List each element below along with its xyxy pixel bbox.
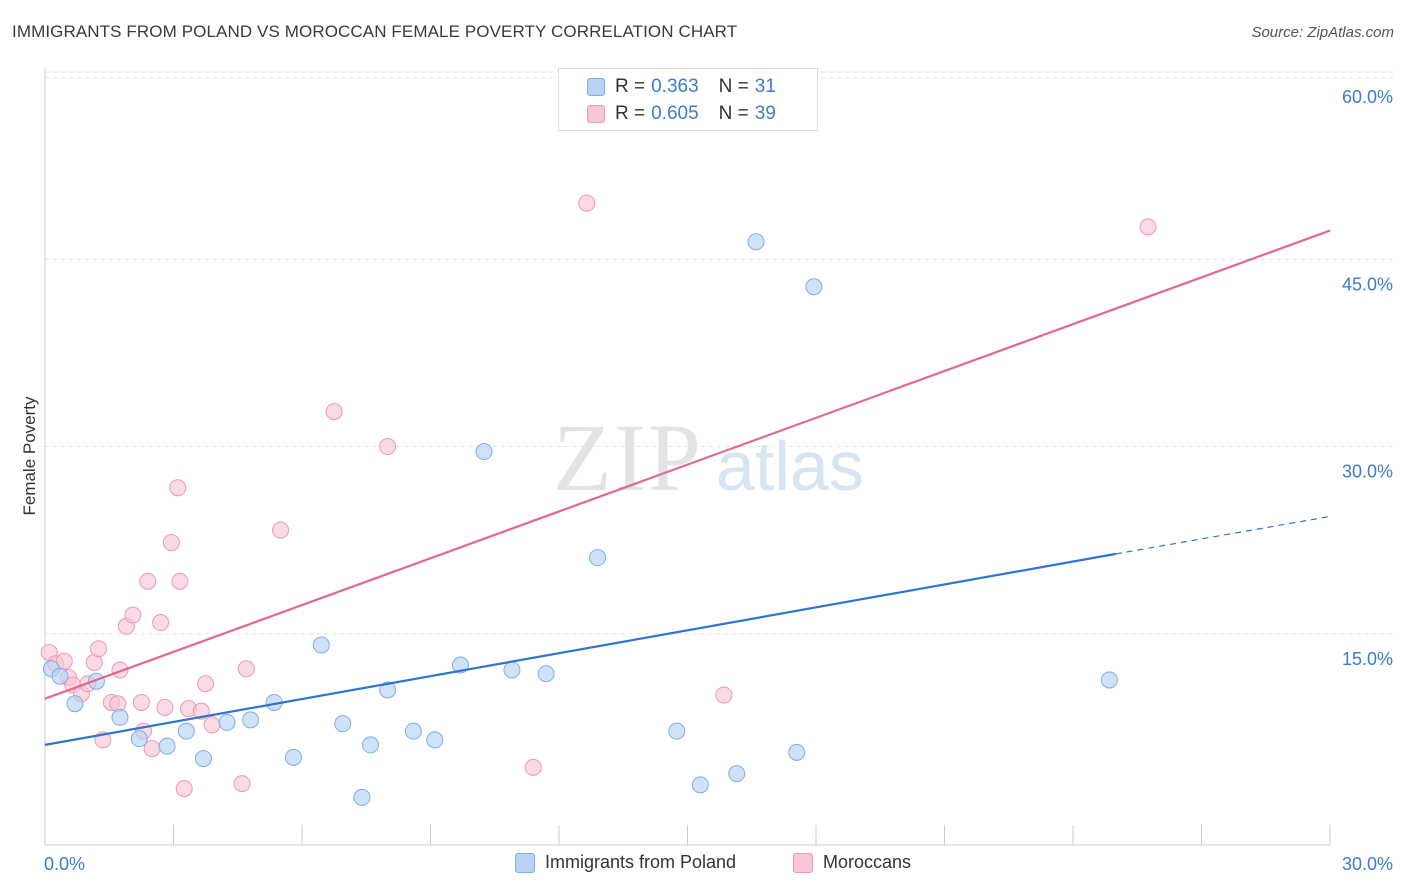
moroccans-point (237, 660, 255, 678)
poland-point (242, 711, 260, 729)
moroccans-point (715, 686, 733, 704)
poland-point (503, 661, 521, 679)
bottom-legend-moroccans: Moroccans (793, 852, 911, 873)
y-tick-label: 45.0% (1342, 274, 1393, 294)
moroccans-point (156, 698, 174, 716)
tick-labels: 15.0% 30.0% 45.0% 60.0% 0.0% 30.0% (44, 87, 1393, 874)
poland-point (426, 731, 444, 749)
poland-point (362, 736, 380, 754)
moroccans-point (1139, 218, 1157, 236)
moroccans-swatch (587, 105, 605, 123)
moroccans-point (175, 780, 193, 798)
axes (44, 68, 1331, 846)
r-label: R = (615, 103, 646, 124)
poland-point (218, 713, 236, 731)
poland-point (475, 443, 493, 461)
moroccans-point (325, 403, 343, 421)
moroccans-point (162, 534, 180, 552)
n-label: N = (718, 103, 749, 124)
poland-label: Immigrants from Poland (545, 852, 737, 872)
moroccans-swatch (793, 852, 813, 873)
y-tick-label: 30.0% (1342, 462, 1393, 482)
poland-point (158, 737, 176, 755)
n-value: 39 (754, 103, 776, 124)
legend-row-moroccans: R = 0.605 N = 39 (587, 102, 776, 126)
r-label: R = (615, 76, 646, 97)
y-axis-label: Female Poverty (20, 396, 39, 516)
poland-swatch (515, 852, 535, 873)
moroccans-point (379, 438, 397, 456)
poland-point (404, 722, 422, 740)
poland-trend-extension (1115, 515, 1331, 555)
watermark-zip: ZIP (553, 404, 703, 511)
poland-point (691, 776, 709, 794)
poland-point (728, 765, 746, 783)
n-label: N = (718, 76, 749, 97)
moroccans-point (124, 606, 142, 624)
poland-point (66, 695, 84, 713)
poland-point (1100, 671, 1118, 689)
moroccans-point (171, 572, 189, 590)
poland-point (111, 708, 129, 726)
moroccans-point (152, 614, 170, 632)
moroccans-point (524, 758, 542, 776)
r-value: 0.605 (651, 103, 699, 124)
poland-point (194, 750, 212, 768)
poland-point (334, 715, 352, 733)
moroccans-point (578, 194, 596, 212)
poland-point (312, 636, 330, 654)
stats-legend: R = 0.363 N = 31 R = 0.605 N = 39 (558, 68, 818, 131)
poland-points (42, 233, 1118, 806)
poland-point (87, 672, 105, 690)
poland-point (51, 667, 69, 685)
x-tick-label: 0.0% (44, 854, 85, 874)
moroccans-trend-line (44, 229, 1331, 700)
poland-point (788, 743, 806, 761)
poland-point (589, 549, 607, 567)
poland-swatch (587, 78, 605, 96)
n-value: 31 (754, 76, 776, 97)
y-tick-label: 60.0% (1342, 87, 1393, 107)
poland-point (805, 278, 823, 296)
moroccans-point (233, 775, 251, 793)
moroccans-point (132, 693, 150, 711)
moroccans-point (169, 479, 187, 497)
source-label: Source: ZipAtlas.com (1251, 24, 1394, 41)
poland-point (177, 722, 195, 740)
poland-point (284, 748, 302, 766)
chart-title: IMMIGRANTS FROM POLAND VS MOROCCAN FEMAL… (12, 22, 738, 41)
r-value: 0.363 (651, 76, 699, 97)
poland-point (379, 681, 397, 699)
poland-point (747, 233, 765, 251)
moroccans-point (139, 572, 157, 590)
poland-point (668, 722, 686, 740)
moroccans-label: Moroccans (823, 852, 912, 872)
y-tick-label: 15.0% (1342, 649, 1393, 669)
poland-trend-line (44, 552, 1117, 746)
x-tick-label: 30.0% (1342, 854, 1393, 874)
moroccans-point (272, 521, 290, 539)
watermark-atlas: atlas (716, 427, 864, 505)
legend-row-poland: R = 0.363 N = 31 (587, 75, 776, 99)
bottom-legend-poland: Immigrants from Poland (515, 852, 736, 873)
poland-point (130, 730, 148, 748)
gridlines (45, 71, 1394, 635)
poland-point (537, 665, 555, 683)
poland-point (353, 788, 371, 806)
trend-lines (44, 229, 1331, 746)
watermark: ZIP atlas (553, 404, 864, 511)
moroccans-point (90, 640, 108, 658)
moroccans-point (197, 675, 215, 693)
moroccans-point (203, 716, 221, 734)
